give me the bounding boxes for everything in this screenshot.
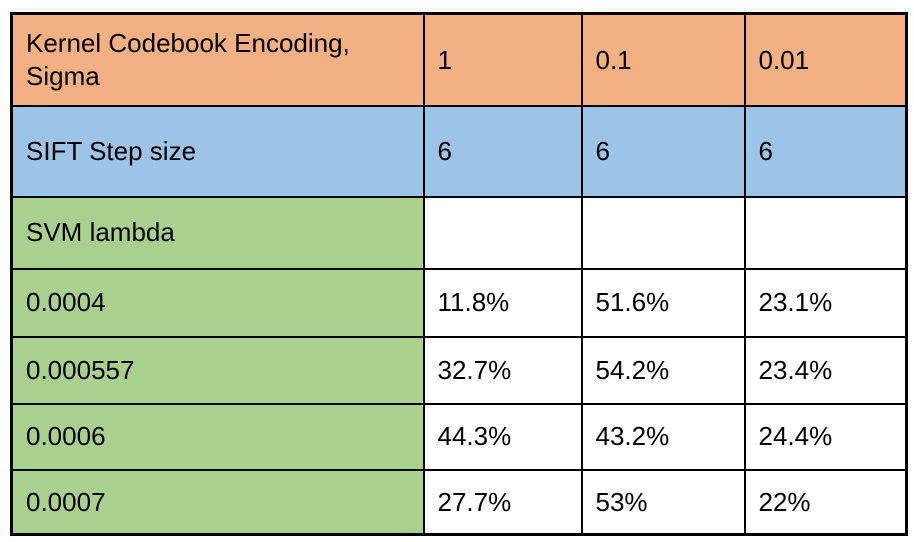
row-label-cell: 0.0007 — [10, 468, 425, 536]
value-cell: 27.7% — [422, 468, 583, 536]
row-label-cell: Kernel Codebook Encoding, Sigma — [10, 12, 425, 107]
value-cell: 32.7% — [422, 335, 583, 405]
value-cell: 44.3% — [422, 402, 583, 471]
value-cell: 53% — [580, 468, 746, 536]
value-cell: 24.4% — [743, 402, 908, 471]
value-cell — [580, 195, 746, 270]
row-svm-lambda: SVM lambda — [10, 195, 908, 270]
table-row: 0.0004 11.8% 51.6% 23.1% — [10, 267, 908, 338]
value-cell: 1 — [422, 12, 583, 107]
table-row: 0.000557 32.7% 54.2% 23.4% — [10, 335, 908, 405]
table-row: 0.0006 44.3% 43.2% 24.4% — [10, 402, 908, 471]
row-label-cell: 0.0006 — [10, 402, 425, 471]
row-label-cell: SIFT Step size — [10, 104, 425, 198]
value-cell: 22% — [743, 468, 908, 536]
header-row-sigma: Kernel Codebook Encoding, Sigma 1 0.1 0.… — [10, 12, 908, 107]
value-cell: 6 — [580, 104, 746, 198]
header-row-sift: SIFT Step size 6 6 6 — [10, 104, 908, 198]
value-cell: 0.1 — [580, 12, 746, 107]
value-cell — [743, 195, 908, 270]
value-cell: 6 — [743, 104, 908, 198]
row-label-cell: 0.000557 — [10, 335, 425, 405]
row-label-cell: 0.0004 — [10, 267, 425, 338]
value-cell: 51.6% — [580, 267, 746, 338]
value-cell: 23.1% — [743, 267, 908, 338]
table-row: 0.0007 27.7% 53% 22% — [10, 468, 908, 536]
value-cell: 0.01 — [743, 12, 908, 107]
value-cell: 6 — [422, 104, 583, 198]
value-cell: 11.8% — [422, 267, 583, 338]
value-cell: 54.2% — [580, 335, 746, 405]
results-table: Kernel Codebook Encoding, Sigma 1 0.1 0.… — [10, 12, 908, 536]
value-cell: 43.2% — [580, 402, 746, 471]
row-label-cell: SVM lambda — [10, 195, 425, 270]
value-cell — [422, 195, 583, 270]
value-cell: 23.4% — [743, 335, 908, 405]
